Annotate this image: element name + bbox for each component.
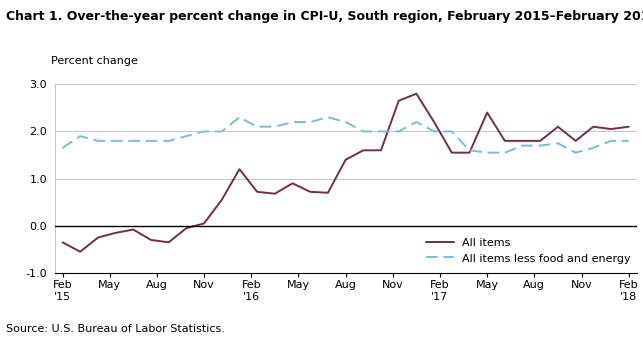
All items: [536, 139, 544, 143]
All items less food and energy: [377, 129, 385, 133]
All items: [430, 120, 438, 124]
All items less food and energy: [572, 151, 579, 155]
All items: [413, 92, 421, 96]
All items: [519, 139, 527, 143]
All items: [77, 250, 84, 254]
All items: [200, 221, 208, 225]
All items: [395, 99, 403, 103]
All items: [359, 148, 367, 152]
All items less food and energy: [484, 151, 491, 155]
All items less food and energy: [395, 129, 403, 133]
All items less food and energy: [625, 139, 633, 143]
All items less food and energy: [324, 115, 332, 119]
All items: [235, 167, 243, 171]
All items less food and energy: [448, 129, 456, 133]
All items less food and energy: [218, 129, 226, 133]
All items less food and energy: [306, 120, 314, 124]
All items: [253, 190, 261, 194]
All items: [94, 236, 102, 240]
All items: [554, 125, 562, 129]
All items: [129, 227, 137, 232]
All items: [165, 240, 172, 244]
All items: [342, 158, 350, 162]
All items less food and energy: [501, 151, 509, 155]
All items: [112, 231, 120, 235]
All items less food and energy: [607, 139, 615, 143]
All items: [448, 151, 456, 155]
Text: Percent change: Percent change: [51, 56, 138, 66]
All items less food and energy: [165, 139, 172, 143]
All items less food and energy: [94, 139, 102, 143]
All items: [466, 151, 473, 155]
All items: [271, 192, 278, 196]
All items less food and energy: [359, 129, 367, 133]
Line: All items: All items: [62, 94, 629, 252]
All items: [306, 190, 314, 194]
All items less food and energy: [129, 139, 137, 143]
All items less food and energy: [519, 144, 527, 148]
All items less food and energy: [466, 148, 473, 152]
All items less food and energy: [289, 120, 296, 124]
All items less food and energy: [413, 120, 421, 124]
All items less food and energy: [59, 146, 66, 150]
All items less food and energy: [253, 125, 261, 129]
All items: [289, 181, 296, 185]
All items less food and energy: [554, 141, 562, 145]
All items less food and energy: [271, 125, 278, 129]
Line: All items less food and energy: All items less food and energy: [62, 117, 629, 153]
All items: [324, 191, 332, 195]
All items less food and energy: [147, 139, 155, 143]
All items less food and energy: [200, 129, 208, 133]
All items less food and energy: [590, 146, 597, 150]
All items: [590, 125, 597, 129]
Text: Source: U.S. Bureau of Labor Statistics.: Source: U.S. Bureau of Labor Statistics.: [6, 324, 225, 334]
All items: [218, 198, 226, 202]
All items less food and energy: [536, 144, 544, 148]
All items less food and energy: [430, 129, 438, 133]
All items: [501, 139, 509, 143]
All items: [183, 226, 190, 230]
All items less food and energy: [77, 134, 84, 138]
All items less food and energy: [112, 139, 120, 143]
All items: [484, 111, 491, 115]
Legend: All items, All items less food and energy: All items, All items less food and energ…: [426, 238, 631, 264]
All items less food and energy: [183, 134, 190, 138]
All items: [572, 139, 579, 143]
All items: [607, 127, 615, 131]
All items: [59, 240, 66, 244]
All items: [625, 125, 633, 129]
Text: Chart 1. Over-the-year percent change in CPI-U, South region, February 2015–Febr: Chart 1. Over-the-year percent change in…: [6, 10, 643, 23]
All items: [377, 148, 385, 152]
All items less food and energy: [235, 115, 243, 119]
All items less food and energy: [342, 120, 350, 124]
All items: [147, 238, 155, 242]
